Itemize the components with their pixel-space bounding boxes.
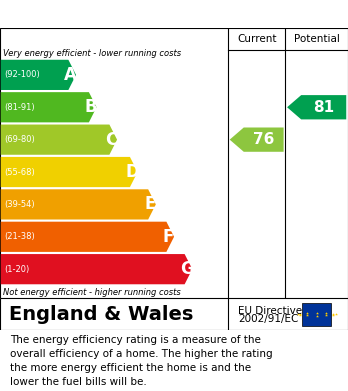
Text: 2002/91/EC: 2002/91/EC <box>238 314 299 324</box>
Text: (92-100): (92-100) <box>4 70 40 79</box>
Text: The energy efficiency rating is a measure of the
overall efficiency of a home. T: The energy efficiency rating is a measur… <box>10 335 273 387</box>
Polygon shape <box>287 95 346 119</box>
Text: F: F <box>163 228 174 246</box>
Text: Potential: Potential <box>294 34 340 44</box>
Text: (21-38): (21-38) <box>4 232 35 241</box>
Text: Current: Current <box>237 34 276 44</box>
Text: E: E <box>144 196 156 213</box>
Text: (81-91): (81-91) <box>4 103 35 112</box>
Polygon shape <box>230 127 284 152</box>
Text: (55-68): (55-68) <box>4 167 35 176</box>
Text: C: C <box>105 131 118 149</box>
FancyBboxPatch shape <box>302 303 331 326</box>
Text: EU Directive: EU Directive <box>238 305 302 316</box>
Text: B: B <box>85 98 97 116</box>
Polygon shape <box>1 124 117 155</box>
Text: 76: 76 <box>253 132 274 147</box>
Text: 81: 81 <box>313 100 334 115</box>
Text: G: G <box>180 260 193 278</box>
Text: Very energy efficient - lower running costs: Very energy efficient - lower running co… <box>3 49 182 58</box>
Polygon shape <box>1 254 192 284</box>
Text: D: D <box>125 163 139 181</box>
Polygon shape <box>1 157 137 187</box>
Polygon shape <box>1 60 76 90</box>
Text: (1-20): (1-20) <box>4 265 30 274</box>
Text: (69-80): (69-80) <box>4 135 35 144</box>
Polygon shape <box>1 222 174 252</box>
Text: (39-54): (39-54) <box>4 200 35 209</box>
Text: Energy Efficiency Rating: Energy Efficiency Rating <box>9 7 219 22</box>
Text: Not energy efficient - higher running costs: Not energy efficient - higher running co… <box>3 288 181 297</box>
Text: A: A <box>64 66 77 84</box>
Text: England & Wales: England & Wales <box>9 305 193 324</box>
Polygon shape <box>1 189 156 219</box>
Polygon shape <box>1 92 96 122</box>
